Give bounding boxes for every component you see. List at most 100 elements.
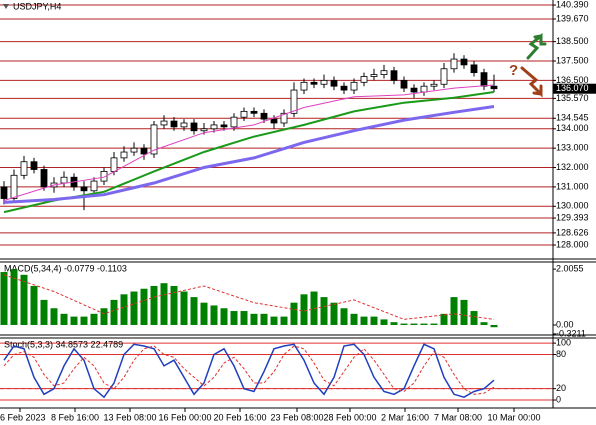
candle-body — [140, 147, 148, 155]
macd-title: MACD(5,34,4) -0.0779 -0.1103 — [4, 263, 127, 273]
candle-body — [80, 186, 88, 192]
candle-body — [120, 151, 128, 159]
candle-body — [460, 58, 468, 66]
y-tick-label: 140.390 — [556, 0, 589, 9]
candle-body — [60, 176, 68, 184]
histogram-bar — [60, 313, 68, 325]
histogram-bar — [100, 308, 108, 325]
y-tick-label: 130.000 — [556, 201, 589, 211]
candle-body — [10, 174, 18, 199]
histogram-bar — [300, 294, 308, 325]
candle-body — [210, 124, 218, 130]
histogram-bar — [380, 319, 388, 325]
candle-body — [340, 85, 348, 91]
y-tick-label: 100 — [556, 337, 571, 347]
histogram-bar — [390, 322, 398, 325]
candle-body — [250, 110, 258, 114]
last-price-box — [553, 83, 596, 94]
histogram-bar — [230, 311, 238, 325]
candle-body — [450, 58, 458, 70]
y-tick-label: 133.000 — [556, 143, 589, 153]
histogram-bar — [280, 316, 288, 325]
candle-body — [430, 83, 438, 87]
candle-body — [200, 128, 208, 132]
candle-body — [130, 147, 138, 153]
y-tick-label: 132.000 — [556, 162, 589, 172]
candle-body — [260, 112, 268, 120]
x-tick-label: 10 Mar 00:00 — [487, 412, 540, 422]
histogram-bar — [440, 313, 448, 325]
histogram-bar — [330, 302, 338, 325]
histogram-bar — [120, 294, 128, 325]
y-tick-label: 137.500 — [556, 55, 589, 65]
candle-body — [390, 70, 398, 81]
y-tick-label: -0.3211 — [556, 328, 586, 338]
candle-body — [490, 85, 498, 90]
histogram-bar — [350, 313, 358, 325]
stoch-line — [3, 345, 495, 395]
candle-body — [230, 116, 238, 128]
candle-body — [380, 70, 388, 75]
histogram-bar — [0, 272, 8, 325]
histogram-bar — [250, 313, 258, 325]
signal-line — [3, 274, 495, 320]
histogram-bar — [340, 308, 348, 325]
histogram-bar — [50, 308, 58, 325]
histogram-bar — [130, 291, 138, 325]
candle-body — [100, 171, 108, 182]
histogram-bar — [320, 297, 328, 325]
candle-body — [180, 122, 188, 128]
y-tick-label: 134.545 — [556, 113, 589, 123]
histogram-bar — [290, 302, 298, 325]
histogram-bar — [310, 291, 318, 325]
y-tick-label: 138.500 — [556, 36, 589, 46]
x-tick-label: 7 Mar 08:00 — [434, 412, 482, 422]
candle-body — [290, 89, 298, 114]
candle-body — [480, 72, 488, 87]
histogram-bar — [470, 311, 478, 325]
candle-body — [440, 68, 448, 85]
y-tick-label: 136.500 — [556, 75, 589, 85]
stoch-line — [3, 343, 495, 399]
histogram-bar — [160, 283, 168, 325]
annotation: ? — [509, 62, 518, 79]
moving-average — [3, 91, 495, 214]
candle-body — [30, 161, 38, 170]
candle-body — [400, 79, 408, 89]
y-tick-label: 80 — [556, 349, 566, 359]
histogram-bar — [170, 285, 178, 325]
histogram-bar — [480, 322, 488, 325]
stoch-title: Stoch(5,3,3) 34.8573 22.4789 — [4, 339, 123, 349]
histogram-bar — [200, 302, 208, 325]
histogram-bar — [30, 285, 38, 325]
y-tick-label: 128.626 — [556, 227, 589, 237]
x-tick-label: 8 Feb 16:00 — [51, 412, 99, 422]
histogram-bar — [40, 299, 48, 325]
candle-body — [270, 118, 278, 124]
candle-body — [170, 120, 178, 128]
menu-icon[interactable] — [3, 4, 9, 9]
histogram-bar — [220, 308, 228, 325]
last-price-label: 136.070 — [556, 83, 589, 93]
y-tick-label: 0 — [556, 394, 561, 404]
histogram-bar — [460, 299, 468, 325]
y-tick-label: 20 — [556, 383, 566, 393]
histogram-bar — [410, 323, 418, 325]
y-tick-label: 129.393 — [556, 212, 589, 222]
y-tick-label: 2.0055 — [556, 263, 584, 273]
moving-average — [3, 105, 495, 204]
candle-body — [90, 180, 98, 192]
histogram-bar — [450, 297, 458, 325]
candle-body — [0, 186, 8, 199]
histogram-bar — [490, 324, 498, 328]
candle-body — [220, 124, 228, 128]
histogram-bar — [420, 323, 428, 325]
y-tick-label: 131.000 — [556, 181, 589, 191]
histogram-bar — [70, 316, 78, 325]
x-tick-label: 13 Feb 08:00 — [103, 412, 156, 422]
histogram-bar — [370, 316, 378, 325]
candle-body — [190, 122, 198, 132]
candle-body — [300, 81, 308, 91]
histogram-bar — [110, 299, 118, 325]
